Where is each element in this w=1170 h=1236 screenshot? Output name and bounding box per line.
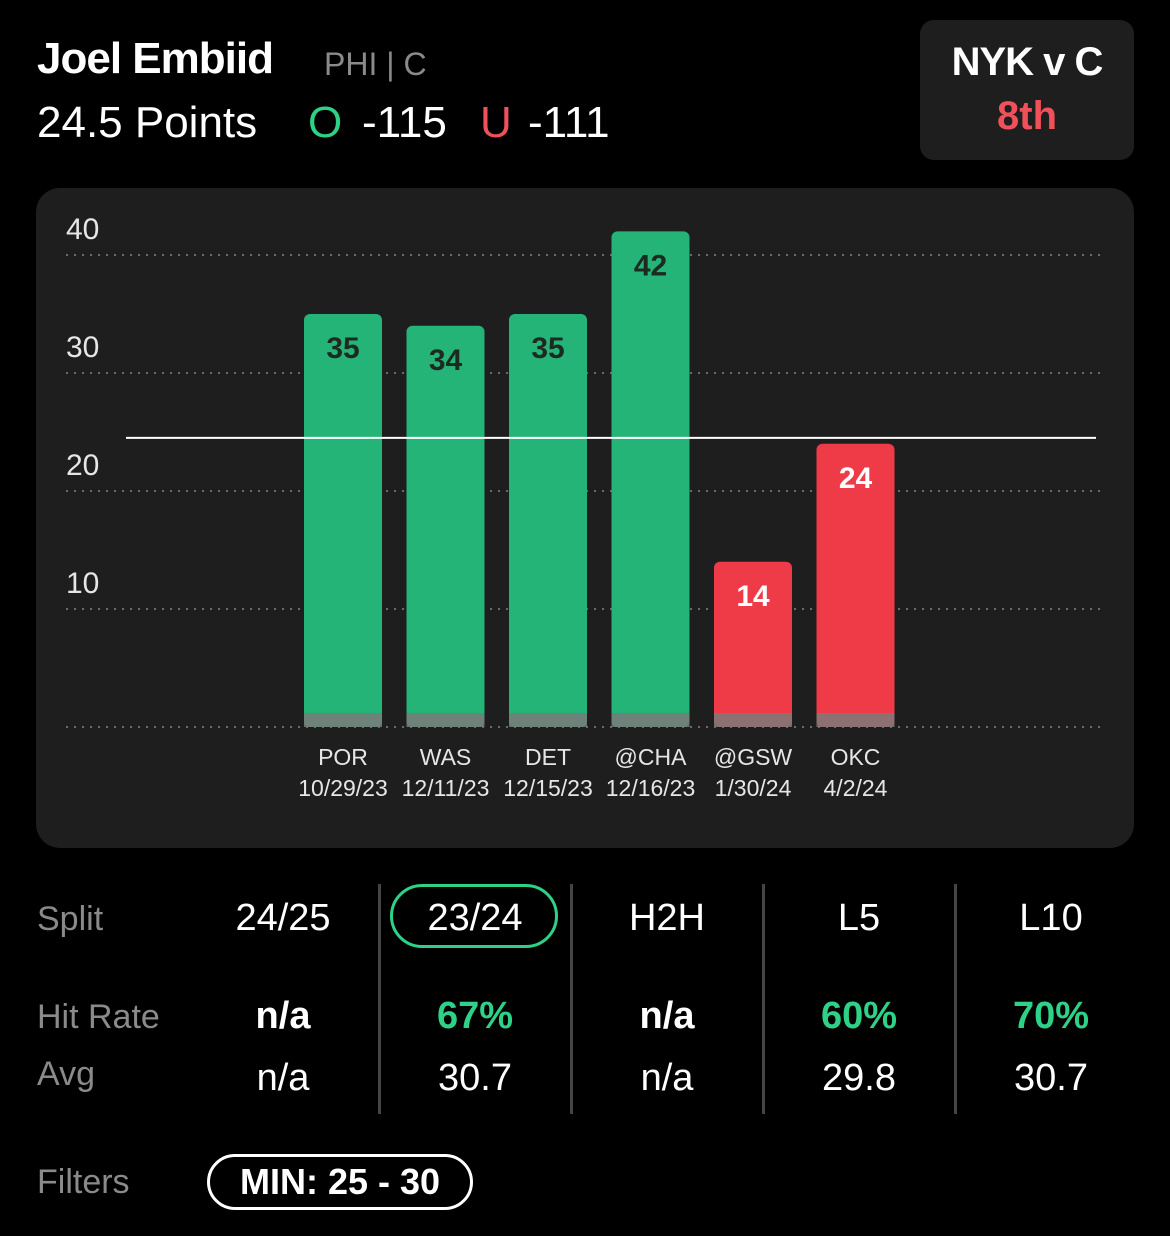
x-category-label: @CHA [615,744,688,770]
column-divider [570,884,573,1114]
player-name: Joel Embiid [37,34,274,83]
split-tab-l10[interactable]: L10 [1019,897,1083,939]
avg-value: 30.7 [1014,1057,1088,1099]
avg-value: n/a [640,1057,694,1099]
data-label: 35 [531,332,564,365]
bar-base [714,713,792,727]
matchup: NYK v C [951,40,1104,84]
x-date-label: 4/2/24 [824,775,888,801]
x-date-label: 12/11/23 [402,775,490,801]
bar-base [509,713,587,727]
data-label: 24 [839,462,873,495]
hit-rate-value: 67% [436,995,514,1037]
data-label: 14 [736,580,770,613]
bar-base [611,713,690,727]
prop-line: 24.5 Points [37,98,258,147]
column-divider [954,884,957,1114]
hit-rate-label: Hit Rate [37,998,160,1036]
game-period: 8th [997,94,1057,138]
split-tab-h2h[interactable]: H2H [628,897,706,939]
y-tick-label: 40 [66,213,99,246]
x-date-label: 12/16/23 [606,775,696,801]
column-divider [378,884,381,1114]
avg-value: n/a [256,1057,310,1099]
bar-okc [816,443,895,727]
data-label: 35 [326,332,359,365]
bar-det [509,314,587,727]
under-odds[interactable]: -111 [528,98,610,147]
bar-base [816,713,895,727]
filters-label: Filters [37,1163,130,1201]
chart-svg: 10 20 30 40 35 POR 10/29/23 34 WAS 12/11/23 35 DET 1… [66,213,1101,801]
split-tab-l5[interactable]: L5 [837,897,881,939]
x-category-label: WAS [420,744,472,770]
bar-chart: 10 20 30 40 35 POR 10/29/23 34 WAS 12/11/23 35 DET 1… [36,188,1134,848]
data-label: 34 [429,344,463,377]
split-tab-2425[interactable]: 24/25 [235,897,331,939]
y-tick-label: 30 [66,331,99,364]
x-category-label: @GSW [714,744,793,770]
game-card[interactable]: NYK v C 8th [920,20,1134,160]
bar-at-cha [611,231,690,727]
column-divider [762,884,765,1114]
x-date-label: 12/15/23 [503,775,593,801]
bar-at-gsw [714,561,792,727]
bar-base [406,713,485,727]
x-date-label: 10/29/23 [298,775,388,801]
bar-por [304,314,382,727]
hit-rate-value: n/a [255,995,311,1037]
hit-rate-value: 70% [1012,995,1090,1037]
selected-split-pill [390,884,558,948]
over-label: O [308,98,343,147]
x-date-label: 1/30/24 [715,775,792,801]
under-label: U [480,98,512,147]
bar-base [304,713,382,727]
team-position: PHI | C [324,46,427,82]
x-category-label: OKC [831,744,881,770]
data-label: 42 [634,249,667,282]
over-odds[interactable]: -115 [362,98,447,147]
y-tick-label: 10 [66,567,99,600]
bar-was [406,325,485,727]
avg-value: 29.8 [822,1057,896,1099]
split-label: Split [37,900,104,938]
hit-rate-value: n/a [639,995,695,1037]
hit-rate-value: 60% [820,995,898,1037]
avg-value: 30.7 [438,1057,512,1099]
filter-chip[interactable]: MIN: 25 - 30 [207,1154,473,1210]
x-category-label: DET [525,744,571,770]
x-category-label: POR [318,744,368,770]
y-tick-label: 20 [66,449,99,482]
split-tab-2324[interactable]: 23/24 [427,897,523,939]
avg-label: Avg [37,1055,95,1093]
